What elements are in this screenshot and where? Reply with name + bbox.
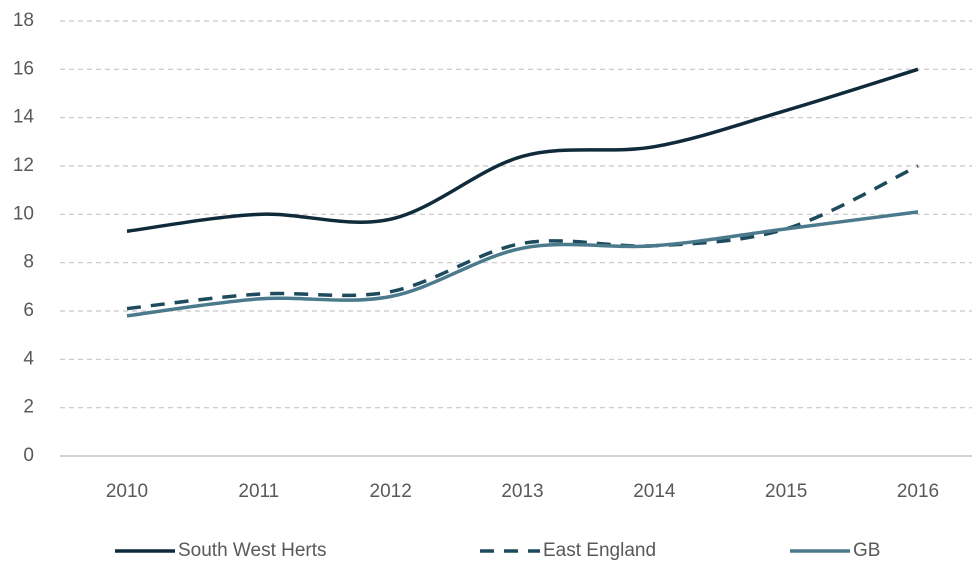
y-tick-label: 16	[13, 58, 34, 79]
x-tick-label: 2015	[765, 481, 807, 502]
x-tick-label: 2011	[238, 481, 279, 502]
legend-label: GB	[853, 540, 880, 561]
y-tick-label: 12	[13, 155, 34, 176]
x-tick-label: 2013	[501, 481, 543, 502]
y-tick-label: 14	[13, 107, 35, 128]
x-tick-label: 2010	[106, 481, 148, 502]
y-tick-label: 4	[23, 348, 34, 369]
x-tick-label: 2016	[897, 481, 939, 502]
y-tick-label: 8	[23, 252, 34, 273]
y-tick-label: 10	[13, 203, 34, 224]
y-tick-label: 6	[23, 300, 34, 321]
x-tick-label: 2012	[370, 481, 412, 502]
x-tick-label: 2014	[633, 481, 676, 502]
y-tick-label: 2	[23, 397, 34, 418]
line	[126, 210, 919, 318]
y-tick-label: 18	[13, 10, 34, 31]
y-tick-label: 0	[23, 445, 34, 466]
legend-label: South West Herts	[178, 540, 327, 561]
line	[126, 164, 919, 311]
legend-label: East England	[543, 540, 656, 561]
line	[126, 67, 919, 233]
